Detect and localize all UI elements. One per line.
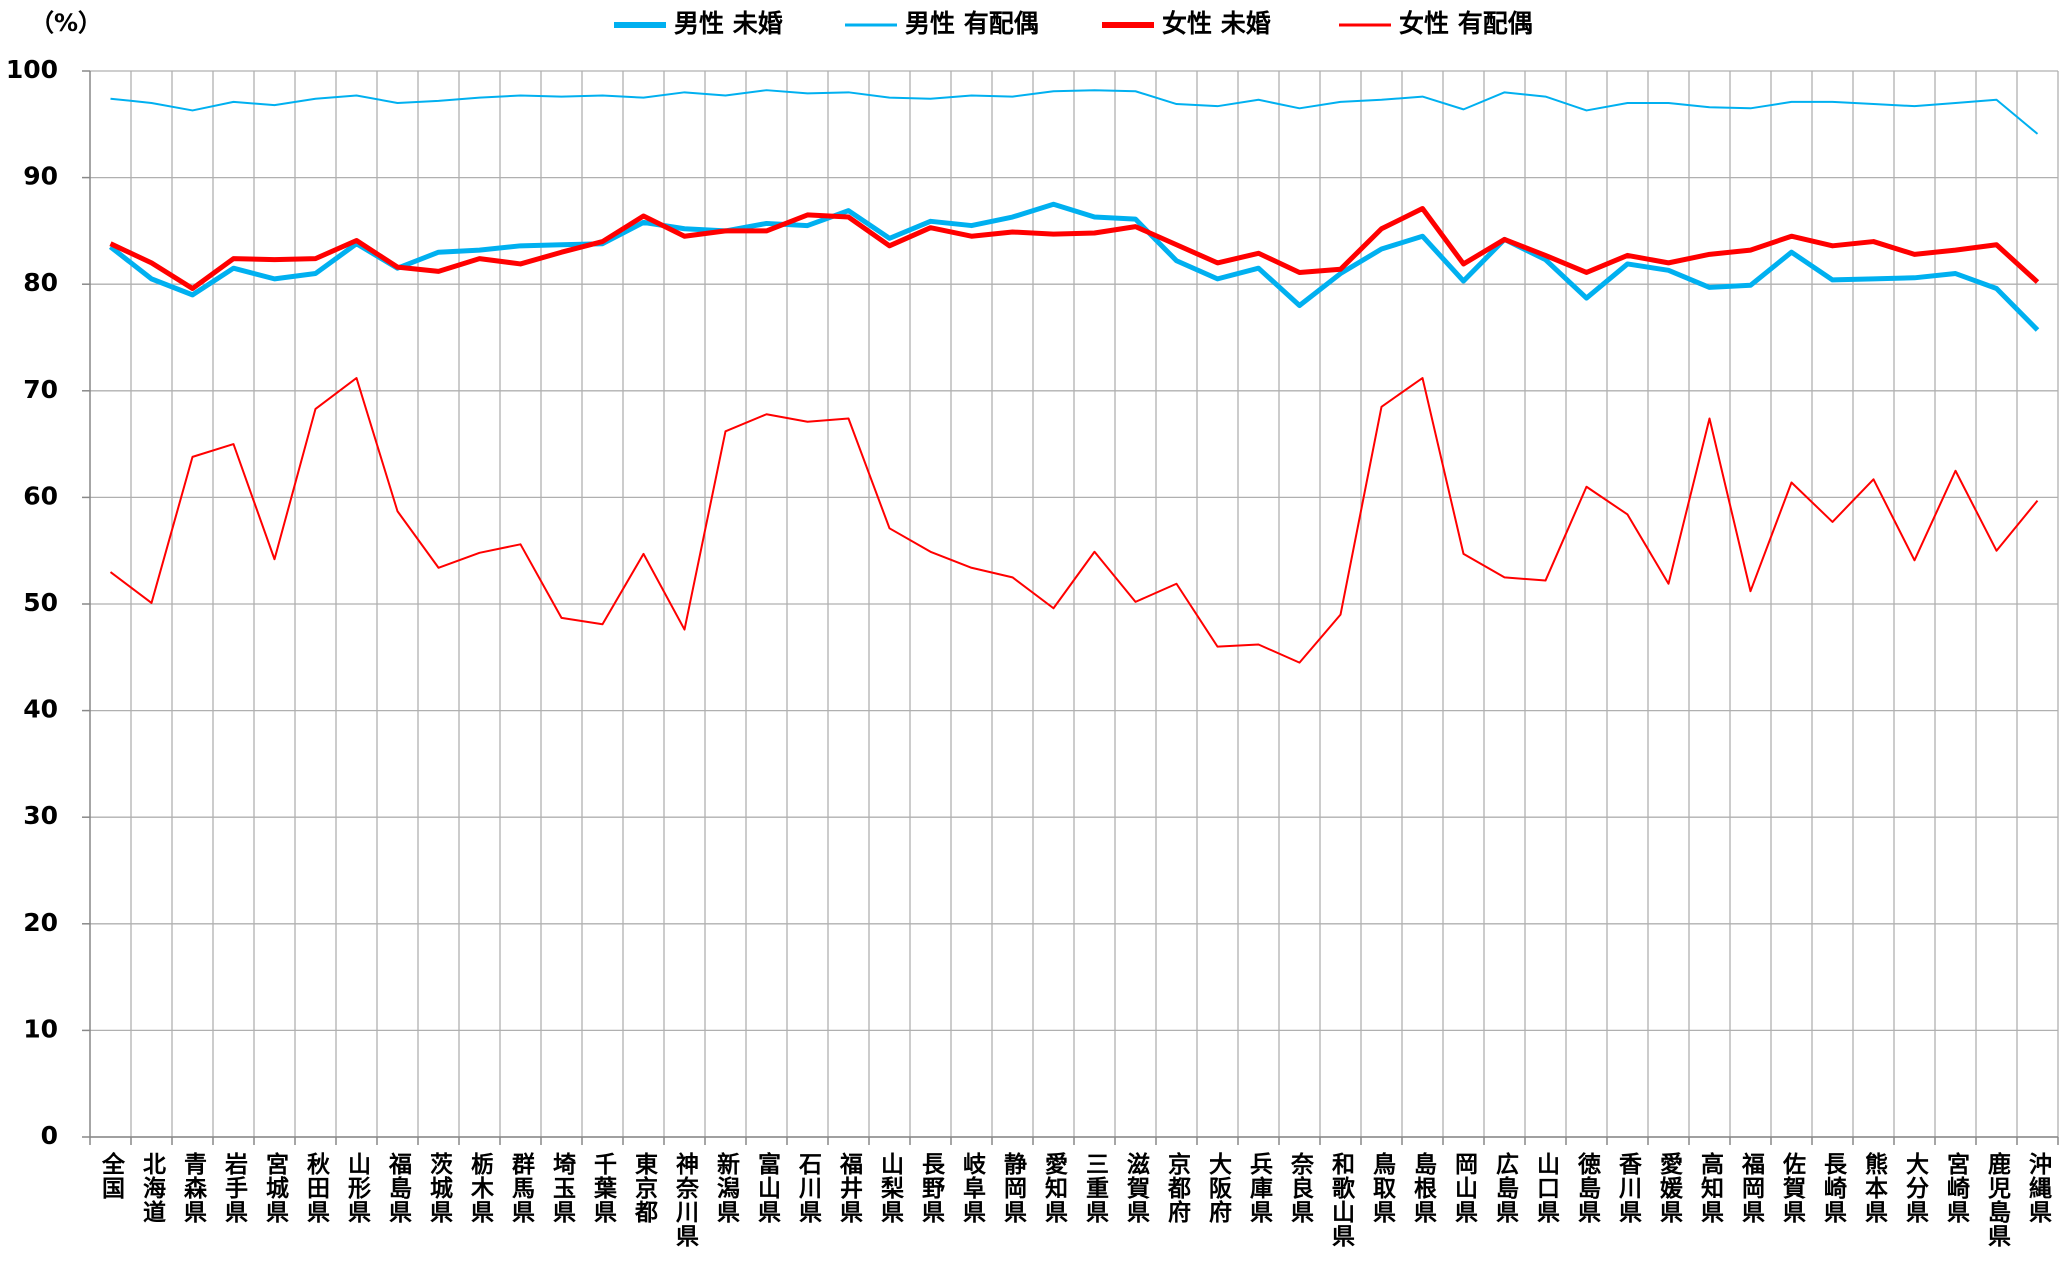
x-tick-label: 静岡県 (999, 1152, 1026, 1224)
y-tick-label: 40 (23, 695, 58, 724)
y-tick-label: 0 (41, 1121, 58, 1150)
y-tick-label: 90 (23, 162, 58, 191)
x-tick-label: 大阪府 (1204, 1152, 1231, 1224)
x-tick-label: 岡山県 (1450, 1152, 1477, 1224)
legend-label: 女性 未婚 (1162, 9, 1271, 38)
x-tick-label: 鳥取県 (1368, 1152, 1395, 1224)
x-tick-label: 埼玉県 (548, 1152, 575, 1224)
x-tick-label: 島根県 (1409, 1152, 1436, 1224)
x-tick-label: 長崎県 (1819, 1152, 1846, 1224)
x-tick-label: 香川県 (1614, 1152, 1641, 1224)
y-tick-label: 20 (23, 908, 58, 937)
x-tick-label: 宮城県 (261, 1152, 288, 1224)
x-tick-label: 千葉県 (589, 1152, 616, 1224)
x-tick-label: 東京都 (630, 1152, 657, 1224)
series-line (109, 206, 2040, 291)
x-tick-label: 神奈川県 (671, 1152, 698, 1248)
x-tick-label: 沖縄県 (2024, 1152, 2051, 1224)
x-tick-label: 富山県 (753, 1152, 780, 1224)
x-tick-label: 長野県 (917, 1152, 944, 1224)
x-tick-label: 佐賀県 (1778, 1152, 1805, 1224)
series-line (110, 89, 2039, 135)
x-tick-label: 岐阜県 (958, 1152, 985, 1224)
x-tick-label: 石川県 (794, 1152, 821, 1224)
series-line (108, 201, 2040, 332)
x-tick-label: 栃木県 (466, 1152, 493, 1224)
x-tick-label: 滋賀県 (1122, 1152, 1149, 1224)
x-tick-label: 新潟県 (712, 1152, 739, 1224)
x-tick-label: 愛媛県 (1655, 1152, 1682, 1224)
y-tick-label: 50 (23, 588, 58, 617)
y-tick-label: 10 (23, 1014, 58, 1043)
x-tick-label: 鹿児島県 (1983, 1152, 2010, 1248)
y-tick-label: 100 (6, 55, 58, 84)
series-line (109, 377, 2039, 664)
x-tick-label: 全国 (97, 1152, 124, 1200)
y-tick-label: 80 (23, 268, 58, 297)
x-tick-label: 大分県 (1901, 1152, 1928, 1224)
x-tick-label: 福井県 (835, 1152, 862, 1224)
y-axis-label: （%） (30, 9, 102, 37)
x-tick-label: 京都府 (1163, 1152, 1190, 1224)
x-tick-label: 熊本県 (1860, 1152, 1887, 1224)
x-tick-label: 福島県 (384, 1152, 411, 1224)
x-tick-label: 三重県 (1081, 1152, 1108, 1224)
x-tick-label: 山口県 (1532, 1152, 1559, 1224)
legend-label: 女性 有配偶 (1399, 9, 1533, 38)
y-tick-label: 60 (23, 481, 58, 510)
x-tick-label: 北海道 (138, 1152, 165, 1224)
x-tick-label: 広島県 (1491, 1152, 1518, 1224)
x-tick-label: 茨城県 (425, 1152, 452, 1224)
x-tick-label: 群馬県 (507, 1152, 534, 1224)
x-tick-label: 岩手県 (220, 1152, 247, 1224)
y-tick-label: 70 (23, 375, 58, 404)
x-tick-label: 福岡県 (1737, 1152, 1764, 1224)
legend-label: 男性 有配偶 (905, 9, 1039, 38)
x-tick-label: 高知県 (1696, 1152, 1723, 1224)
x-tick-label: 兵庫県 (1245, 1152, 1272, 1224)
x-tick-label: 青森県 (179, 1152, 206, 1224)
x-tick-label: 山梨県 (876, 1152, 903, 1224)
legend-label: 男性 未婚 (674, 9, 783, 38)
x-tick-label: 和歌山県 (1327, 1152, 1354, 1248)
x-tick-label: 愛知県 (1040, 1152, 1067, 1224)
x-tick-label: 秋田県 (302, 1152, 329, 1224)
y-tick-label: 30 (23, 801, 58, 830)
x-tick-label: 宮崎県 (1942, 1152, 1969, 1224)
x-tick-label: 奈良県 (1286, 1152, 1313, 1224)
x-tick-label: 山形県 (343, 1152, 370, 1224)
x-tick-label: 徳島県 (1573, 1152, 1600, 1224)
